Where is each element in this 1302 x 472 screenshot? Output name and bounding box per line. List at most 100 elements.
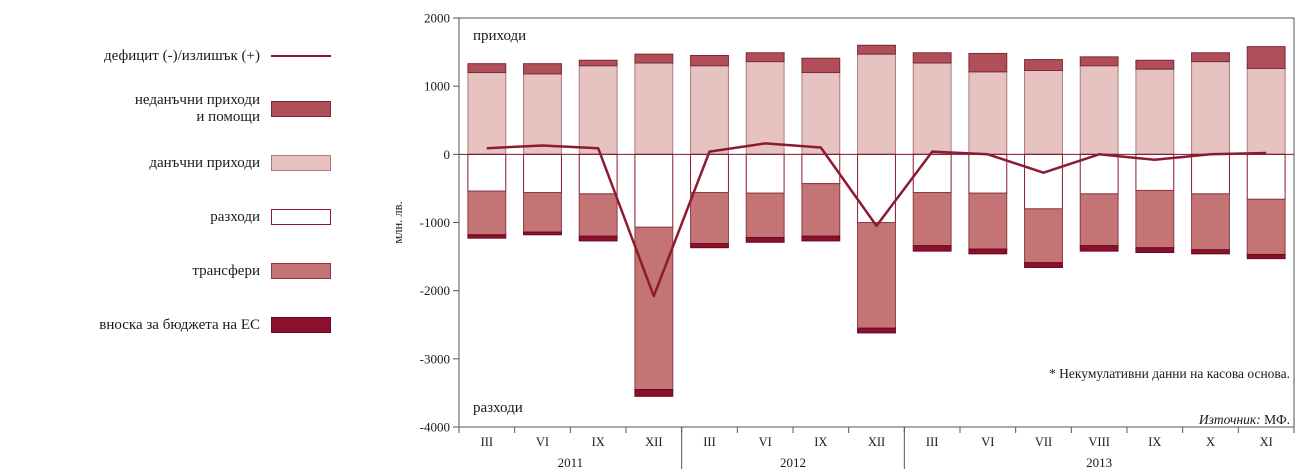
x-tick-label: VI — [759, 435, 772, 449]
bar-eu — [690, 243, 729, 249]
bar-transfers — [801, 183, 841, 237]
bar-transfers — [1135, 189, 1175, 249]
y-tick-label: 0 — [444, 147, 451, 162]
legend-label-balance: дефицит (-)/излишък (+) — [104, 47, 260, 64]
bar-exp — [857, 153, 896, 223]
year-label: 2011 — [558, 455, 584, 470]
bar-nontax — [523, 63, 562, 75]
bar-exp — [801, 153, 841, 185]
bar-eu — [857, 327, 896, 334]
bar-tax — [801, 72, 841, 155]
bar-tax — [1079, 65, 1119, 155]
year-label: 2012 — [780, 455, 806, 470]
bar-transfers — [912, 192, 952, 247]
bar-transfers — [690, 192, 729, 245]
source-prefix: Източник: — [1198, 412, 1261, 427]
x-tick-label: VIII — [1088, 435, 1110, 449]
legend-label-eu: вноска за бюджета на ЕС — [99, 316, 260, 333]
x-tick-label: IX — [592, 435, 605, 449]
bar-exp — [634, 153, 674, 228]
bar-tax — [467, 72, 507, 155]
bar-transfers — [1024, 208, 1063, 264]
bar-nontax — [857, 44, 896, 55]
bar-transfers — [857, 222, 896, 329]
legend-swatch-exp — [271, 209, 331, 225]
source-text: МФ. — [1260, 412, 1290, 427]
x-tick-label: III — [926, 435, 939, 449]
budget-chart: -4000 -3000 -2000 -1000 0 1000 2000 млн. лв. при… — [391, 11, 1295, 470]
bar-nontax — [912, 52, 952, 64]
bar-eu — [578, 235, 618, 242]
legend-swatch-nontax — [271, 101, 331, 117]
legend-swatch-eu — [271, 317, 331, 333]
x-tick-label: XII — [868, 435, 885, 449]
bar-eu — [745, 236, 785, 243]
footnote: * Некумулативни данни на касова основа. — [1049, 366, 1290, 381]
bar-nontax — [1246, 46, 1286, 69]
bar-tax — [1024, 69, 1063, 155]
bar-eu — [634, 389, 674, 397]
balance-line — [486, 142, 1267, 298]
source-note: Източник: МФ. — [1199, 412, 1290, 428]
legend-swatch-balance — [271, 55, 331, 57]
y-tick-label: -1000 — [420, 215, 450, 230]
bar-nontax — [1079, 56, 1119, 67]
bar-transfers — [523, 192, 562, 233]
y-tick-label: -3000 — [420, 351, 450, 366]
bar-eu — [1246, 254, 1286, 260]
bar-transfers — [1191, 193, 1230, 251]
annotation-bottom: разходи — [473, 400, 523, 416]
bar-exp — [1024, 153, 1063, 210]
bar-nontax — [634, 53, 674, 64]
bar-exp — [968, 153, 1008, 194]
legend-label-tax: данъчни приходи — [149, 154, 260, 171]
bar-nontax — [745, 52, 785, 63]
bar-tax — [857, 53, 896, 155]
bar-transfers — [578, 193, 618, 237]
bar-eu — [1079, 245, 1119, 252]
y-tick-label: 1000 — [424, 79, 450, 94]
x-tick-label: X — [1206, 435, 1215, 449]
bar-tax — [745, 61, 785, 155]
y-tick-label: 2000 — [424, 11, 450, 26]
bar-tax — [578, 65, 618, 155]
y-axis-label: млн. лв. — [391, 201, 405, 243]
x-tick-label: III — [481, 435, 494, 449]
legend-label-transfers: трансфери — [192, 262, 260, 279]
x-tick-label: III — [703, 435, 716, 449]
legend-label-exp: разходи — [210, 208, 260, 225]
bar-nontax — [1191, 52, 1230, 63]
bar-transfers — [1079, 193, 1119, 247]
bar-tax — [912, 62, 952, 155]
bar-nontax — [801, 57, 841, 74]
bar-eu — [1191, 249, 1230, 255]
annotation-top: приходи — [473, 28, 526, 44]
bar-tax — [968, 71, 1008, 155]
legend: дефицит (-)/излишък (+) неданъчни приходи… — [0, 0, 340, 472]
legend-swatch-transfers — [271, 263, 331, 279]
bar-eu — [467, 234, 507, 239]
bar-transfers — [968, 192, 1008, 250]
bar-exp — [912, 153, 952, 194]
x-tick-label: IX — [814, 435, 827, 449]
bar-exp — [467, 153, 507, 192]
y-tick-label: -2000 — [420, 283, 450, 298]
bar-eu — [1024, 262, 1063, 268]
bar-tax — [634, 62, 674, 155]
year-label: 2013 — [1086, 455, 1112, 470]
bar-nontax — [968, 52, 1008, 73]
bar-eu — [1135, 247, 1175, 253]
bar-exp — [578, 153, 618, 195]
bar-nontax — [1135, 59, 1175, 70]
x-tick-label: XII — [645, 435, 662, 449]
bar-tax — [523, 73, 562, 155]
bar-tax — [1135, 68, 1175, 155]
x-tick-label: VI — [536, 435, 549, 449]
bar-eu — [968, 248, 1008, 255]
bar-nontax — [467, 63, 507, 74]
legend-swatch-tax — [271, 155, 331, 171]
bar-exp — [523, 153, 562, 194]
bar-tax — [690, 65, 729, 155]
bar-transfers — [745, 192, 785, 238]
bar-exp — [1191, 153, 1230, 195]
